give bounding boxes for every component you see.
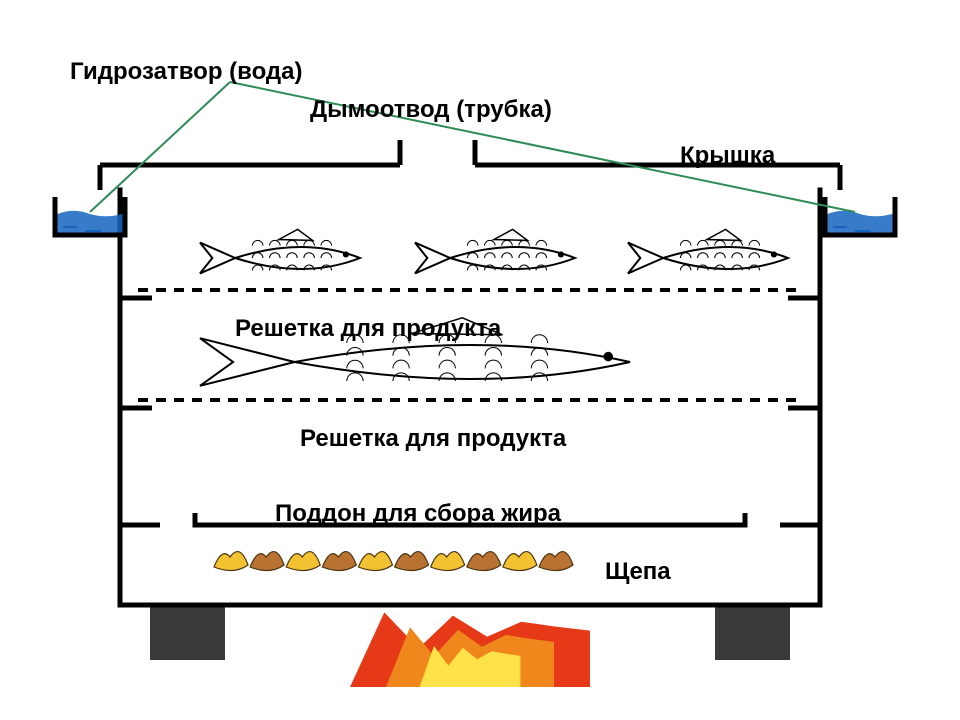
label-grate-bottom: Решетка для продукта xyxy=(300,425,566,453)
wood-chip xyxy=(503,552,537,571)
fish-icon xyxy=(628,229,788,273)
wood-chip xyxy=(286,552,320,571)
callout-line xyxy=(90,82,230,212)
wood-chip xyxy=(395,552,429,571)
wood-chip xyxy=(214,552,248,571)
fish-icon xyxy=(415,229,575,273)
foot xyxy=(150,605,225,660)
wood-chip xyxy=(250,552,284,571)
label-grate-top: Решетка для продукта xyxy=(235,315,501,343)
wood-chip xyxy=(322,552,356,571)
label-smoke-pipe: Дымоотвод (трубка) xyxy=(310,96,552,124)
chimney xyxy=(400,140,475,165)
label-lid: Крышка xyxy=(680,142,775,170)
label-wood-chips: Щепа xyxy=(605,558,671,586)
label-water-seal: Гидрозатвор (вода) xyxy=(70,58,303,86)
wood-chip xyxy=(539,552,573,571)
label-drip-tray: Поддон для сбора жира xyxy=(275,500,561,528)
wood-chip xyxy=(467,552,501,571)
wood-chip xyxy=(431,552,465,571)
foot xyxy=(715,605,790,660)
wood-chip xyxy=(358,552,392,571)
fish-icon xyxy=(200,229,360,273)
